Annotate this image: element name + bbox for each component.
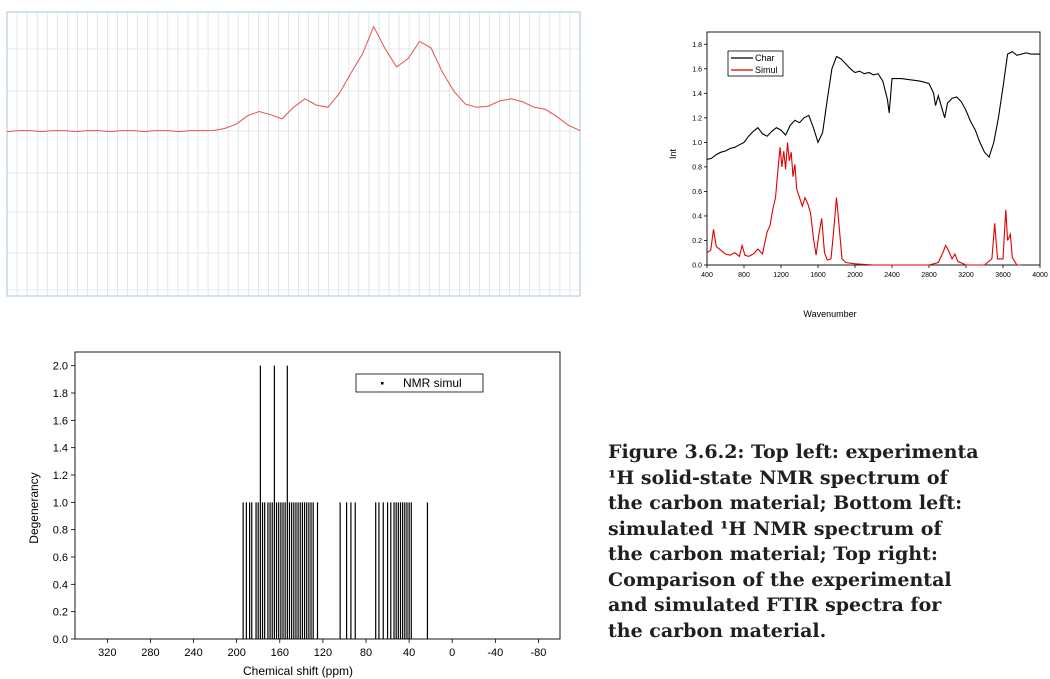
simulated-nmr-y-tick-label: 1.6	[53, 415, 68, 427]
ftir-x-axis-label: Wavenumber	[803, 309, 856, 319]
ftir-series-line-char	[706, 50, 1040, 161]
simulated-nmr-legend: NMR simul	[355, 373, 484, 393]
ftir-x-tick-label: 3600	[995, 272, 1011, 279]
simulated-nmr-x-tick-label: 0	[449, 647, 455, 659]
simulated-nmr-y-tick-label: 0.0	[53, 634, 68, 646]
ftir-legend-box	[727, 50, 784, 77]
ftir-series	[706, 50, 1040, 266]
experimental-nmr-frame	[6, 11, 581, 297]
ftir-y-tick-label: 0.6	[692, 189, 702, 196]
ftir-x-tick-label: 2800	[921, 272, 937, 279]
simulated-nmr-x-axis-label: Chemical shift (ppm)	[243, 664, 353, 678]
simulated-nmr-x-tick-label: -40	[487, 647, 503, 659]
simulated-nmr-y-tick-label: 1.2	[53, 470, 68, 482]
caption-line: Figure 3.6.2: Top left: experimenta	[608, 441, 979, 463]
simulated-nmr-legend-box	[355, 373, 484, 393]
simulated-nmr-y-tick-label: 1.4	[53, 443, 68, 455]
simulated-nmr-y-tick-label: 0.4	[53, 579, 68, 591]
simulated-nmr-panel: 320 280 240 200 160 120 80 40 0 -40 -80 0.0 0.2 0.4 0.…	[27, 351, 561, 678]
ftir-x-tick-label: 2000	[847, 272, 863, 279]
ftir-x-tick-label: 4000	[1032, 272, 1048, 279]
ftir-x-tick-label: 1600	[810, 272, 826, 279]
ftir-legend-label-simul: Simul	[755, 65, 778, 75]
ftir-x-tick-label: 3200	[958, 272, 974, 279]
ftir-y-tick-label: 1.0	[692, 140, 702, 147]
experimental-nmr-line	[6, 25, 581, 133]
caption-line: the carbon material; Bottom left:	[608, 492, 963, 514]
simulated-nmr-x-tick-label: 200	[227, 647, 245, 659]
ftir-y-tick-label: 1.6	[692, 66, 702, 73]
simulated-nmr-x-tick-label: 280	[141, 647, 159, 659]
ftir-y-tick-label: 1.8	[692, 42, 702, 49]
ftir-panel: 400 800 1200 1600 2000 2400 2800 3200 3600 4000 0.…	[668, 31, 1048, 319]
ftir-y-tick-label: 1.2	[692, 115, 702, 122]
ftir-axes: 400 800 1200 1600 2000 2400 2800 3200 3600 4000 0.…	[692, 31, 1048, 279]
simulated-nmr-x-tick-label: 240	[184, 647, 202, 659]
caption-line: simulated ¹H NMR spectrum of	[608, 517, 942, 540]
caption-line: Comparison of the experimental	[608, 568, 952, 591]
simulated-nmr-x-tick-label: 40	[403, 647, 415, 659]
caption-line: the carbon material.	[608, 619, 827, 642]
caption-line: and simulated FTIR spectra for	[608, 594, 942, 616]
simulated-nmr-legend-marker	[381, 382, 384, 385]
ftir-y-tick-label: 1.4	[692, 91, 702, 98]
ftir-x-tick-label: 800	[738, 272, 750, 279]
ftir-y-tick-label: 0.8	[692, 164, 702, 171]
ftir-series-line-simul	[706, 142, 1022, 266]
ftir-x-tick-label: 1200	[773, 272, 789, 279]
ftir-y-tick-label: 0.2	[692, 238, 702, 245]
simulated-nmr-bars	[242, 365, 429, 639]
caption-line: the carbon material; Top right:	[608, 543, 938, 565]
figure-caption: Figure 3.6.2: Top left: experimenta ¹H s…	[608, 440, 1050, 644]
ftir-legend-label-char: Char	[755, 53, 775, 63]
simulated-nmr-y-tick-label: 0.6	[53, 552, 68, 564]
simulated-nmr-y-tick-label: 1.8	[53, 388, 68, 400]
simulated-nmr-x-tick-label: 320	[98, 647, 116, 659]
ftir-legend: Char Simul	[727, 50, 784, 77]
simulated-nmr-y-tick-label: 0.8	[53, 525, 68, 537]
simulated-nmr-legend-label: NMR simul	[403, 376, 462, 390]
simulated-nmr-y-tick-label: 1.0	[53, 497, 68, 509]
simulated-nmr-y-tick-label: 2.0	[53, 361, 68, 373]
simulated-nmr-x-tick-label: 120	[314, 647, 332, 659]
simulated-nmr-axes: 320 280 240 200 160 120 80 40 0 -40 -80 0.0 0.2 0.4 0.…	[53, 351, 561, 659]
ftir-x-tick-label: 2400	[884, 272, 900, 279]
ftir-x-tick-label: 400	[701, 272, 713, 279]
ftir-y-tick-label: 0.4	[692, 213, 702, 220]
simulated-nmr-x-tick-label: 80	[360, 647, 372, 659]
simulated-nmr-x-tick-label: 160	[271, 647, 289, 659]
ftir-y-tick-label: 0.0	[692, 263, 702, 270]
simulated-nmr-y-tick-label: 0.2	[53, 607, 68, 619]
experimental-nmr-gridlines	[7, 12, 580, 296]
caption-line: ¹H solid-state NMR spectrum of	[608, 466, 948, 489]
experimental-nmr-panel	[6, 11, 581, 297]
simulated-nmr-y-axis-label: Degenerancy	[27, 472, 41, 543]
ftir-y-axis-label: Int	[668, 149, 678, 160]
simulated-nmr-x-tick-label: -80	[530, 647, 546, 659]
